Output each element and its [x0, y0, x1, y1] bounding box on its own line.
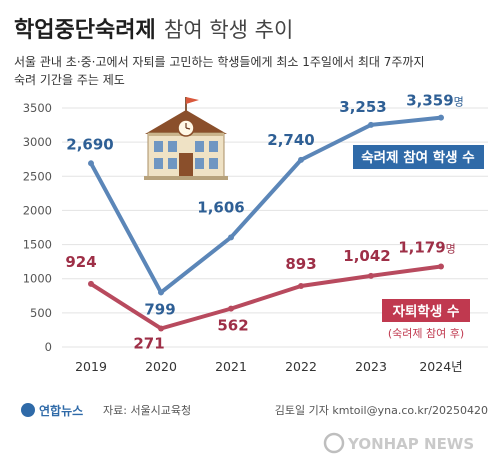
data-point: [158, 325, 164, 332]
y-tick-label: 2500: [23, 169, 52, 183]
data-point: [228, 305, 234, 312]
source-text: 자료: 서울시교육청: [103, 404, 191, 417]
yonhap-logo: 연합뉴스: [21, 403, 83, 418]
y-axis-tick-labels: 0 500 1000 1500 2000 2500 3000 3500: [23, 101, 52, 354]
watermark-logo-icon: [323, 432, 345, 454]
series-lines: [88, 114, 444, 332]
chart-subtitle-line-2: 숙려 기간을 주는 제도: [14, 73, 125, 87]
data-label: 1,606: [197, 198, 244, 216]
series-line: [89, 264, 443, 331]
data-point: [298, 283, 304, 290]
y-tick-label: 3000: [23, 135, 52, 149]
data-point: [368, 272, 374, 279]
legend-red-box: [382, 299, 470, 322]
x-tick-label: 2022: [285, 359, 317, 374]
data-label: 1,179명: [398, 238, 456, 256]
data-point: [228, 234, 234, 241]
data-point: [88, 280, 94, 287]
x-axis-tick-labels: 2019 2020 2021 2022 2023 2024년: [75, 359, 463, 374]
legend-blue-label: 숙려제 참여 학생 수: [361, 149, 474, 166]
data-label: 1,042: [343, 247, 390, 265]
x-tick-label: 2023: [355, 359, 387, 374]
data-label: 562: [217, 317, 248, 335]
series-line: [89, 115, 443, 295]
y-tick-label: 1000: [23, 272, 52, 286]
x-tick-label: 2019: [75, 359, 107, 374]
data-point: [438, 263, 444, 270]
data-label: 3,253: [339, 98, 386, 116]
data-point: [158, 289, 164, 296]
school-building-icon: [144, 97, 228, 180]
legend-red-label: 자퇴학생 수: [393, 304, 460, 320]
yonhap-logo-icon: [21, 403, 35, 417]
chart-subtitle-line-1: 서울 관내 초·중·고에서 자퇴를 고민하는 학생들에게 최소 1주일에서 최대…: [14, 55, 425, 69]
brand-name: 연합뉴스: [39, 403, 83, 418]
legend-red: 자퇴학생 수 (숙려제 참여 후): [382, 299, 470, 340]
data-labels: 2,690 799 1,606 2,740 3,253 3,359명 924 271 562 89…: [65, 92, 463, 353]
data-point: [368, 121, 374, 128]
watermark-text: YONHAP NEWS: [347, 435, 474, 453]
data-label: 799: [144, 300, 175, 318]
data-point: [298, 156, 304, 163]
chart-title: 학업중단숙려제: [14, 18, 156, 43]
x-tick-label: 2020: [145, 359, 177, 374]
legend-blue-box: [353, 145, 484, 169]
data-point: [88, 160, 94, 167]
data-label-unit: 명: [454, 96, 464, 109]
data-label: 924: [65, 253, 96, 271]
y-tick-label: 500: [30, 306, 52, 320]
data-point: [438, 114, 444, 121]
chart-title-light: 참여 학생 추이: [164, 18, 293, 42]
x-tick-label: 2024년: [419, 359, 462, 374]
y-tick-label: 1500: [23, 238, 52, 252]
y-tick-label: 3500: [23, 101, 52, 115]
y-tick-label: 2000: [23, 203, 52, 217]
data-label: 2,690: [66, 135, 113, 153]
legend-blue: 숙려제 참여 학생 수: [353, 145, 484, 169]
data-label: 3,359명: [406, 92, 464, 110]
credit-text: 김토일 기자 kmtoil@yna.co.kr/20250420: [275, 403, 488, 417]
data-label: 893: [285, 255, 316, 273]
data-label: 271: [133, 334, 164, 352]
legend-red-note: (숙려제 참여 후): [388, 327, 464, 340]
data-label: 2,740: [267, 131, 314, 149]
x-tick-label: 2021: [215, 359, 247, 374]
data-label-unit: 명: [446, 242, 456, 255]
y-tick-label: 0: [45, 340, 52, 354]
watermark: YONHAP NEWS: [323, 432, 474, 454]
